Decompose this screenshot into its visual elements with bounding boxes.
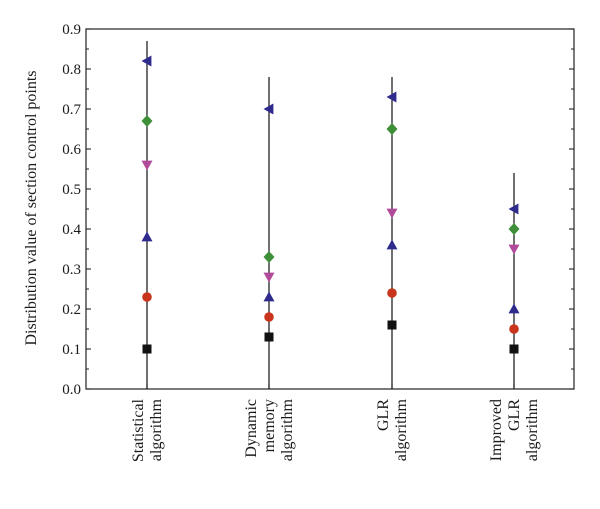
data-point-square (509, 344, 519, 354)
category-label: ImprovedGLRalgorithm (488, 398, 541, 461)
y-tick-label: 0.5 (62, 182, 81, 198)
category-label-line: algorithm (148, 398, 165, 461)
data-point-triangle-left (141, 55, 152, 67)
data-point-square (264, 332, 274, 342)
y-tick-label: 0.4 (62, 222, 81, 238)
y-tick-label: 0.8 (62, 62, 81, 78)
data-point-triangle-left (263, 103, 274, 115)
category-label: GLRalgorithm (375, 398, 410, 461)
y-tick-label: 0.0 (62, 382, 81, 398)
category-label-line: algorithm (393, 398, 410, 461)
data-point-triangle-left (386, 91, 397, 103)
category-label-line: GLR (375, 399, 392, 431)
data-point-diamond (263, 251, 275, 263)
data-point-diamond (508, 223, 520, 235)
data-point-triangle-down (263, 272, 275, 283)
data-point-circle (142, 292, 152, 302)
range-lines-layer (146, 41, 515, 389)
labels-layer: 0.0 0.1 0.2 0.3 0.4 0.5 0.6 0.7 0.8 0.9 Statistica… (62, 22, 541, 462)
y-tick-label: 0.9 (62, 22, 81, 38)
axes-layer (85, 28, 575, 390)
category-label-line: algorithm (524, 398, 541, 461)
category-label-line: memory (261, 399, 278, 452)
data-point-circle (509, 324, 519, 334)
data-point-triangle-left (508, 203, 519, 215)
data-point-triangle-up (263, 291, 275, 302)
points-layer (141, 55, 520, 354)
data-point-square (387, 320, 397, 330)
data-point-square (142, 344, 152, 354)
category-label-line: Dynamic (243, 399, 260, 458)
category-label-line: Improved (488, 399, 505, 461)
data-point-triangle-down (141, 160, 153, 171)
data-point-diamond (141, 115, 153, 127)
data-point-diamond (386, 123, 398, 135)
data-point-triangle-up (386, 239, 398, 250)
data-point-circle (264, 312, 274, 322)
y-tick-label: 0.6 (62, 142, 81, 158)
data-point-triangle-up (141, 231, 153, 242)
y-tick-label: 0.3 (62, 262, 81, 278)
plot-frame (85, 28, 575, 390)
category-label-line: algorithm (279, 398, 296, 461)
data-point-triangle-down (386, 208, 398, 219)
category-label: Statisticalalgorithm (130, 398, 165, 462)
data-point-triangle-up (508, 303, 520, 314)
y-tick-label: 0.2 (62, 302, 81, 318)
data-point-circle (387, 288, 397, 298)
category-label: Dynamicmemoryalgorithm (243, 398, 296, 461)
y-tick-label: 0.1 (62, 342, 81, 358)
data-point-triangle-down (508, 244, 520, 255)
y-tick-label: 0.7 (62, 102, 81, 118)
y-axis-title: Distribution value of section control po… (23, 70, 40, 345)
category-label-line: GLR (506, 399, 523, 431)
category-label-line: Statistical (130, 398, 147, 462)
